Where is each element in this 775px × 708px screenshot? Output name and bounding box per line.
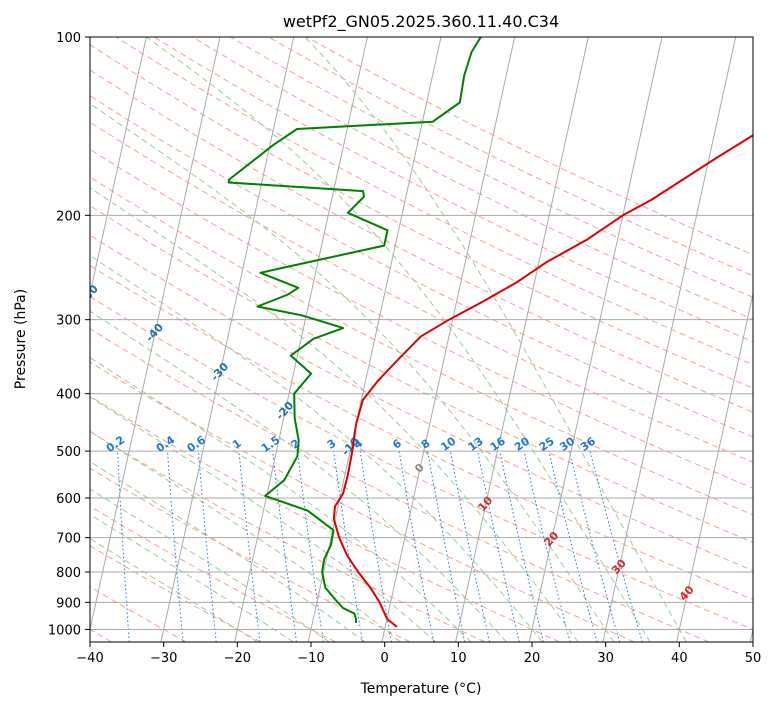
- dry-adiabat-line: [90, 148, 753, 489]
- moist-adiabat-line: [90, 103, 615, 642]
- dry-adiabat-line: [90, 395, 560, 642]
- isotherm-line: [234, 37, 368, 642]
- isotherm-label: -50: [78, 282, 101, 306]
- x-axis: −40 −30 −20 −10 0 10 20 30 40 50: [76, 642, 761, 666]
- dry-adiabat-line: [90, 95, 753, 438]
- dry-adiabat-line: [90, 205, 753, 543]
- mixing-ratio-line: [398, 451, 435, 642]
- mixing-ratio-line: [568, 450, 621, 642]
- dry-adiabat-line: [90, 586, 187, 642]
- isotherm-line: [381, 37, 516, 642]
- mixing-ratio-line: [477, 451, 520, 642]
- y-tick-label: 300: [56, 314, 81, 329]
- isotherm-line: [602, 37, 737, 642]
- mixing-ratio-line: [427, 451, 466, 642]
- dry-adiabat-line: [90, 361, 635, 642]
- y-tick-label: 400: [56, 388, 81, 403]
- mixing-ratio-line: [523, 450, 571, 642]
- isotherm-line: [676, 291, 753, 642]
- isotherm-line: [90, 37, 147, 297]
- isobars: [90, 37, 753, 630]
- x-tick-label: 30: [597, 651, 614, 666]
- mixing-ratio-line: [272, 451, 297, 642]
- dry-adiabat-line: [90, 234, 753, 572]
- dry-adiabat-line: [90, 505, 336, 642]
- y-axis: 100 200 300 400 500 600 700 800 900 1000: [48, 31, 90, 638]
- x-axis-label: Temperature (°C): [360, 681, 482, 697]
- x-tick-label: 10: [450, 651, 467, 666]
- x-tick-label: −20: [224, 651, 251, 666]
- chart-title: wetPf2_GN05.2025.360.11.40.C34: [283, 12, 559, 32]
- y-tick-label: 500: [56, 445, 81, 460]
- mixing-ratio-line: [297, 451, 324, 642]
- x-tick-label: 40: [671, 651, 688, 666]
- profiles: [227, 37, 753, 628]
- moist-adiabat-line: [90, 357, 472, 642]
- x-tick-label: −30: [150, 651, 177, 666]
- y-tick-label: 700: [56, 532, 81, 547]
- moist-adiabat-line: [145, 37, 651, 642]
- plot-area: -100-90-80-70-60-50-40-30-20-10010203040…: [0, 37, 753, 642]
- y-tick-label: 100: [56, 31, 81, 46]
- isotherm-line: [0, 37, 73, 642]
- isotherm-line: [90, 37, 221, 632]
- mixing-ratio-line: [548, 450, 598, 642]
- x-tick-label: 20: [524, 651, 541, 666]
- x-tick-label: −40: [76, 651, 103, 666]
- dry-adiabat-line: [90, 69, 753, 413]
- moist-adiabat-line: [90, 430, 401, 642]
- mixing-ratio-line: [167, 451, 184, 642]
- dry-adiabat-line: [115, 37, 753, 366]
- mixing-ratio-line: [333, 451, 363, 642]
- plot-frame: [89, 36, 754, 643]
- moist-adiabat-line: [304, 37, 687, 642]
- temperature-profile-line: [332, 134, 753, 628]
- mixing-ratio-line: [197, 451, 217, 642]
- isotherm-line: [160, 37, 295, 642]
- mixing-ratio-line: [449, 451, 490, 642]
- dry-adiabat-line: [90, 467, 411, 642]
- x-tick-label: −10: [297, 651, 324, 666]
- dry-adiabat-line: [90, 264, 753, 601]
- y-axis-label: Pressure (hPa): [13, 289, 29, 389]
- isotherm-line: [307, 37, 442, 642]
- isotherm-label: -60: [14, 239, 37, 263]
- y-tick-label: 900: [56, 596, 81, 611]
- dry-adiabats: [90, 37, 753, 642]
- mixing-ratio-line: [238, 451, 261, 642]
- dewpoint-profile-line: [227, 37, 482, 623]
- dry-adiabat-line: [153, 37, 753, 343]
- moist-adiabat-line: [90, 488, 330, 642]
- isotherms: [0, 37, 753, 642]
- y-tick-label: 1000: [48, 623, 81, 638]
- isotherm-line: [528, 37, 663, 642]
- mixing-ratio-line: [499, 450, 544, 642]
- dry-adiabat-line: [90, 296, 753, 630]
- y-tick-label: 200: [56, 209, 81, 224]
- dry-adiabat-line: [90, 176, 753, 516]
- moist-adiabat-line: [90, 396, 437, 642]
- x-tick-label: 50: [745, 651, 762, 666]
- dry-adiabat-line: [90, 328, 710, 642]
- moist-adiabat-line: [90, 461, 366, 642]
- y-tick-label: 600: [56, 492, 81, 507]
- isotherm-line: [455, 37, 589, 642]
- dry-adiabat-line: [230, 37, 753, 298]
- mixing-ratio-lines: [117, 450, 643, 642]
- isotherm-line: [749, 627, 753, 642]
- x-tick-label: 0: [381, 651, 389, 666]
- y-tick-label: 800: [56, 566, 81, 581]
- moist-adiabat-line: [90, 255, 543, 642]
- moist-adiabat-line: [90, 187, 579, 642]
